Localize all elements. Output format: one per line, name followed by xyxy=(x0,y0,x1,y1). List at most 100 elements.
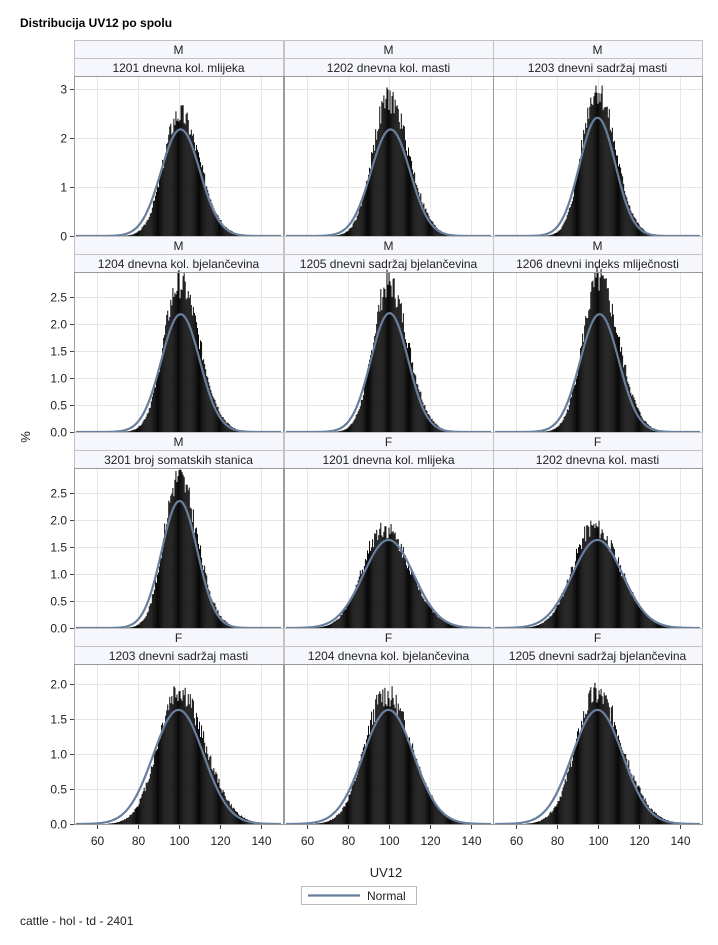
histogram-bar xyxy=(226,228,228,236)
histogram-bar xyxy=(622,750,624,824)
histogram-bar xyxy=(452,625,454,628)
histogram-bar xyxy=(390,700,392,824)
histogram-bar xyxy=(382,102,384,236)
histogram-bar xyxy=(640,793,642,824)
histogram-bar xyxy=(230,804,232,824)
histogram-bar xyxy=(197,729,199,824)
histogram-bar xyxy=(221,618,223,628)
histogram-bar xyxy=(161,558,163,628)
histogram-bar xyxy=(417,764,419,824)
histogram-bar xyxy=(398,299,400,432)
normal-curve xyxy=(286,708,491,826)
histogram-bar xyxy=(353,221,355,236)
histogram-bar xyxy=(583,711,585,824)
histogram-bar xyxy=(627,587,629,628)
histogram-bar xyxy=(114,822,116,824)
histogram-bar xyxy=(183,273,185,432)
histogram-bar xyxy=(644,613,646,628)
histogram-bar xyxy=(643,420,645,432)
histogram-bar xyxy=(211,203,213,236)
histogram-bar xyxy=(555,806,557,824)
histogram-bar xyxy=(598,93,600,236)
histogram-bar xyxy=(345,609,347,628)
histogram-bar xyxy=(640,608,642,628)
histogram-bar xyxy=(331,820,333,824)
histogram-bar xyxy=(585,713,587,824)
histogram-bar xyxy=(395,307,397,432)
histogram-bar xyxy=(545,620,547,628)
histogram-bar xyxy=(438,617,440,628)
histogram-bar xyxy=(354,220,356,236)
histogram-bar xyxy=(134,233,136,236)
histogram-bar xyxy=(179,298,181,432)
histogram-bar xyxy=(171,493,173,628)
histogram-bars xyxy=(126,469,246,628)
histogram-bar xyxy=(595,523,597,628)
histogram-bar xyxy=(642,611,644,628)
histogram-bar xyxy=(231,808,233,824)
histogram-bar xyxy=(651,618,653,628)
histogram-bar xyxy=(130,814,132,824)
histogram-bar xyxy=(193,312,195,432)
histogram-bar xyxy=(579,736,581,824)
histogram-bar xyxy=(411,160,413,236)
histogram-bar xyxy=(391,686,393,824)
histogram-bar xyxy=(161,725,163,824)
histogram-bar xyxy=(149,773,151,824)
histogram-bar xyxy=(569,398,571,432)
x-tick-label: 80 xyxy=(342,834,356,848)
histogram-bar xyxy=(176,482,178,628)
histogram-bar xyxy=(556,427,558,432)
histogram-bar xyxy=(386,87,388,236)
histogram-bar xyxy=(562,419,564,432)
histogram-bar xyxy=(439,810,441,824)
histogram-bar xyxy=(419,196,421,236)
y-tick-label: 0.0 xyxy=(50,622,67,636)
histogram-bar xyxy=(393,533,395,628)
histogram-bar xyxy=(560,596,562,628)
histogram-bar xyxy=(229,230,231,236)
histogram-bar xyxy=(648,617,650,628)
histogram-bar xyxy=(359,570,361,628)
y-tick-label: 2.0 xyxy=(50,514,67,528)
histogram-bar xyxy=(343,610,345,628)
y-tick-label: 0.5 xyxy=(50,595,67,609)
histogram-bar xyxy=(591,103,593,237)
histogram-bar xyxy=(559,599,561,628)
histogram-bar xyxy=(528,627,530,628)
histogram-bar xyxy=(452,819,454,824)
histogram-bar xyxy=(446,622,448,628)
histogram-bar xyxy=(660,624,662,628)
histogram-bar xyxy=(354,418,356,432)
histogram-bar xyxy=(331,623,333,628)
histogram-bar xyxy=(365,180,367,236)
histogram-bar xyxy=(549,812,551,824)
y-tick-label: 0 xyxy=(60,230,67,244)
histogram-bar xyxy=(438,808,440,824)
histogram-bar xyxy=(132,429,134,432)
histogram-bar xyxy=(333,621,335,628)
panel-9: F 1202 dnevna kol. masti xyxy=(493,432,703,630)
histogram-bar xyxy=(616,155,618,236)
histogram-bar xyxy=(405,342,407,432)
histogram-bar xyxy=(346,606,348,628)
histogram-bar xyxy=(142,620,144,628)
histogram-bar xyxy=(550,430,552,432)
histogram-bar xyxy=(589,536,591,628)
histogram-bar xyxy=(187,120,189,236)
histogram-bar xyxy=(428,605,430,628)
histogram-bar xyxy=(149,603,151,628)
histogram-bar xyxy=(391,532,393,628)
histogram-bar xyxy=(436,805,438,824)
histogram-bar xyxy=(412,743,414,824)
histogram-bar xyxy=(213,602,215,628)
histogram-bar xyxy=(346,428,348,432)
histogram-bar xyxy=(147,412,149,432)
histogram-bar xyxy=(566,215,568,236)
histogram-bar xyxy=(555,232,557,236)
histogram-bar xyxy=(404,140,406,236)
histogram-bar xyxy=(315,823,317,824)
histogram-bar xyxy=(200,162,202,236)
histogram-bar xyxy=(214,399,216,432)
histogram-bar xyxy=(568,404,570,432)
